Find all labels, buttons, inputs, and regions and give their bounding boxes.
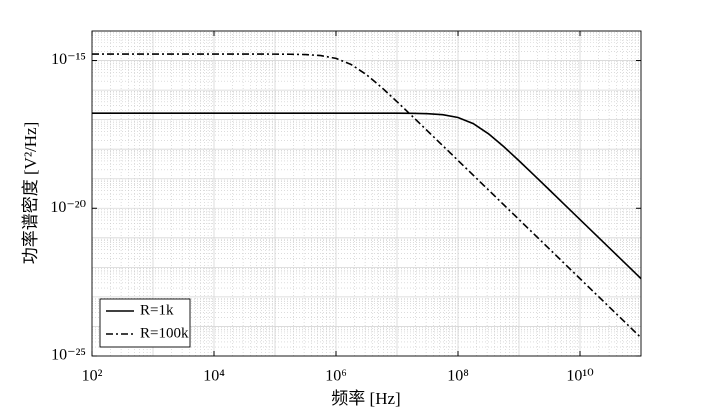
x-tick-label: 10⁸	[447, 368, 469, 385]
legend-label: R=100k	[140, 325, 189, 341]
x-tick-label: 10²	[82, 368, 103, 385]
y-tick-label: 10⁻¹⁵	[51, 51, 86, 68]
legend-label: R=1k	[140, 302, 174, 318]
line-series	[92, 112, 642, 280]
legend-box	[99, 298, 191, 348]
plot-frame	[91, 30, 642, 357]
y-tick-label: 10⁻²⁰	[50, 199, 86, 216]
x-axis-label: 频率 [Hz]	[331, 389, 400, 408]
y-tick-label: 10⁻²⁵	[51, 347, 86, 364]
y-axis-label: 功率谱密度 [V²/Hz]	[21, 122, 40, 265]
x-tick-label: 10⁴	[203, 368, 225, 385]
line-series	[92, 53, 642, 339]
x-tick-label: 10⁶	[325, 368, 347, 385]
x-tick-label: 10¹⁰	[566, 368, 593, 385]
